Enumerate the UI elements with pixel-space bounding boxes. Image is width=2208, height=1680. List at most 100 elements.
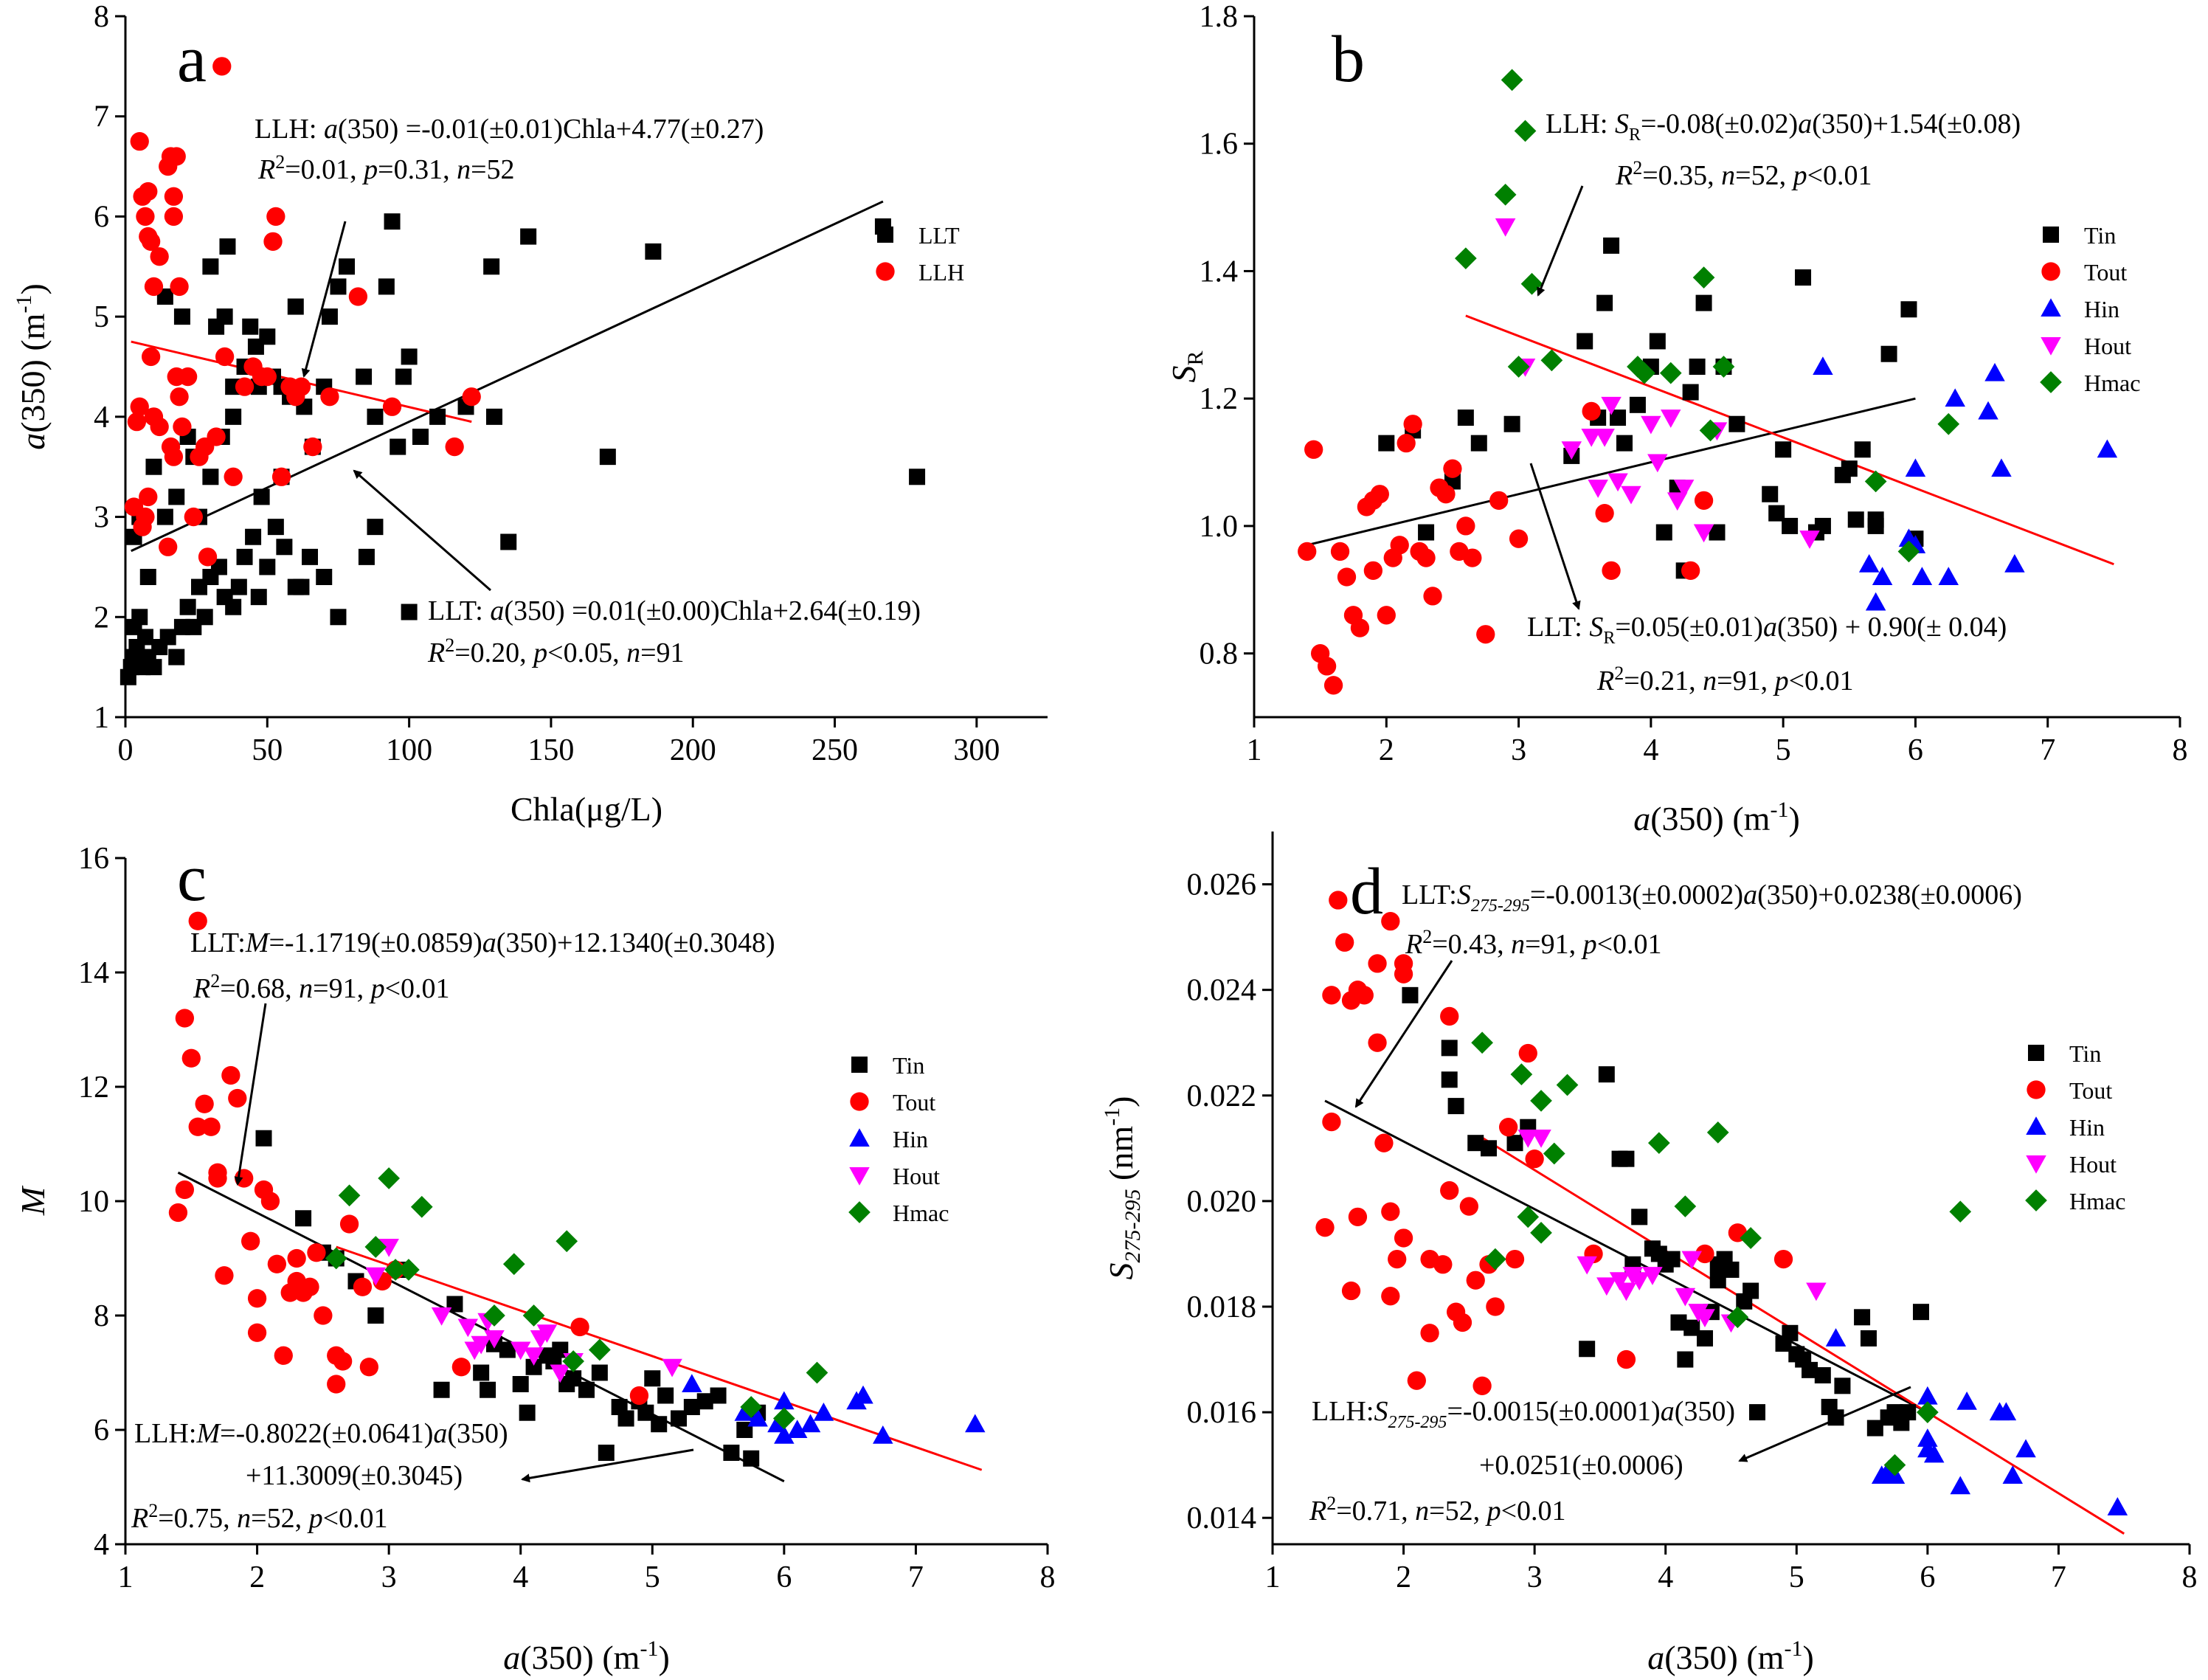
- d-point-tin: [1802, 1361, 1818, 1378]
- a-point-llh: [164, 447, 184, 466]
- a-point-llt: [330, 278, 347, 295]
- d-point-tin: [1709, 1272, 1726, 1289]
- a-point-llh: [266, 207, 285, 227]
- b-series-hmac: [1455, 69, 1960, 563]
- a-point-llt: [276, 539, 293, 556]
- b-y-axis-label: SR: [1165, 350, 1208, 382]
- d-point-tout: [1505, 1249, 1525, 1269]
- a-point-llh: [164, 207, 184, 227]
- c-point-hout: [662, 1358, 682, 1377]
- c-legend-label-hmac: Hmac: [893, 1200, 949, 1226]
- b-x-tick-label: 2: [1379, 733, 1394, 767]
- b-point-tout: [1509, 529, 1529, 548]
- c-point-tout: [339, 1214, 359, 1234]
- a-y-tick-label: 1: [94, 701, 109, 735]
- d-point-tout: [1518, 1043, 1537, 1063]
- a-point-llh: [130, 397, 149, 416]
- c-point-tin: [433, 1381, 450, 1398]
- a-x-tick-label: 0: [118, 733, 134, 767]
- b-point-tin: [1880, 345, 1897, 362]
- b-x-tick-label: 7: [2040, 733, 2055, 767]
- a-point-llh: [462, 387, 481, 407]
- c-point-tin: [657, 1387, 674, 1404]
- d-fit-line-llh: [1481, 1136, 2125, 1535]
- b-point-hout: [1673, 480, 1695, 498]
- a-point-llt: [358, 548, 375, 565]
- d-point-hmac: [1883, 1453, 1906, 1476]
- svg-text:LLH:M=-0.8022(±0.0641)a(350): LLH:M=-0.8022(±0.0641)a(350): [134, 1418, 508, 1449]
- d-x-tick-label: 5: [1789, 1560, 1804, 1594]
- c-legend-marker-hmac: [848, 1201, 871, 1223]
- c-point-hout: [471, 1335, 491, 1355]
- c-y-tick-label: 4: [94, 1528, 109, 1562]
- d-point-tin: [1860, 1330, 1877, 1347]
- b-point-hmac: [1699, 419, 1722, 442]
- c-point-tout: [359, 1358, 379, 1377]
- a-point-llt: [330, 609, 347, 626]
- b-point-tout: [1330, 542, 1350, 561]
- a-point-llt: [236, 548, 253, 565]
- d-point-tin: [1696, 1330, 1713, 1347]
- d-point-hmac: [1647, 1132, 1670, 1155]
- c-point-tout: [570, 1317, 589, 1337]
- d-point-tin: [1441, 1071, 1458, 1088]
- d-point-hout: [1531, 1130, 1551, 1148]
- svg-text:R2=0.71, n=52, p<0.01: R2=0.71, n=52, p<0.01: [1309, 1493, 1566, 1527]
- d-point-hin: [1956, 1392, 1977, 1410]
- d-point-hmac: [1556, 1074, 1579, 1096]
- d-point-tout: [1348, 1207, 1368, 1227]
- a-point-llt: [384, 213, 401, 230]
- d-point-tin: [1912, 1304, 1929, 1321]
- d-series-hmac: [1471, 1031, 1972, 1476]
- a-point-llt: [168, 488, 185, 505]
- d-point-tin: [1742, 1282, 1759, 1299]
- c-legend-label-hin: Hin: [893, 1126, 928, 1152]
- b-series-tout: [1298, 401, 1714, 695]
- b-point-tout: [1694, 491, 1714, 511]
- c-point-hmac: [740, 1396, 763, 1418]
- b-point-hin: [1991, 458, 2012, 477]
- d-point-tout: [1381, 911, 1400, 931]
- c-point-hmac: [398, 1259, 420, 1281]
- b-point-hin: [1865, 592, 1886, 611]
- svg-text:+11.3009(±0.3045): +11.3009(±0.3045): [246, 1460, 463, 1491]
- b-legend-label-tout: Tout: [2084, 259, 2127, 286]
- d-point-tout: [1354, 986, 1374, 1005]
- c-point-tin: [499, 1341, 516, 1358]
- c-x-tick-label: 8: [1040, 1560, 1056, 1594]
- d-y-tick-label: 0.014: [1187, 1501, 1257, 1535]
- b-point-tout: [1304, 440, 1323, 459]
- d-point-hin: [1917, 1386, 1938, 1405]
- a-point-llt: [267, 519, 284, 536]
- c-point-tout: [353, 1277, 373, 1296]
- d-y-tick-label: 0.024: [1187, 974, 1257, 1008]
- b-point-hin: [1905, 458, 1926, 477]
- a-point-llh: [139, 487, 158, 507]
- c-point-tout: [247, 1289, 267, 1308]
- a-point-llh: [224, 467, 243, 486]
- d-point-tin: [1579, 1341, 1596, 1358]
- c-point-tout: [188, 911, 207, 930]
- a-point-llh: [127, 412, 147, 432]
- b-legend-marker-tout: [2041, 262, 2060, 281]
- panel-b: 1 2 3 4 5 6 7 8 0.8 1.0 1.2 1.4 1.6 1.8 a(350) (m-1) SR…: [1165, 0, 2188, 837]
- a-point-llt: [378, 278, 395, 295]
- b-point-tout: [1416, 548, 1436, 567]
- a-point-llt: [247, 338, 264, 355]
- c-point-tin: [480, 1381, 496, 1398]
- c-point-tout: [307, 1243, 326, 1262]
- panel-b-plot: 1 2 3 4 5 6 7 8 0.8 1.0 1.2 1.4 1.6 1.8 a(350) (m-1) SR…: [1165, 0, 2188, 837]
- c-point-tout: [333, 1352, 353, 1371]
- b-point-tout: [1456, 516, 1475, 536]
- a-point-llt: [245, 528, 262, 545]
- c-point-hin: [800, 1414, 821, 1433]
- d-point-tout: [1466, 1271, 1485, 1290]
- b-point-tin: [1503, 415, 1520, 432]
- d-point-tin: [1866, 1420, 1883, 1437]
- b-point-tout: [1390, 536, 1409, 555]
- d-point-hout: [1675, 1287, 1696, 1307]
- c-point-tout: [168, 1203, 188, 1223]
- d-x-tick-label: 2: [1396, 1560, 1411, 1594]
- b-point-tout: [1602, 561, 1621, 581]
- a-point-llt: [125, 618, 142, 635]
